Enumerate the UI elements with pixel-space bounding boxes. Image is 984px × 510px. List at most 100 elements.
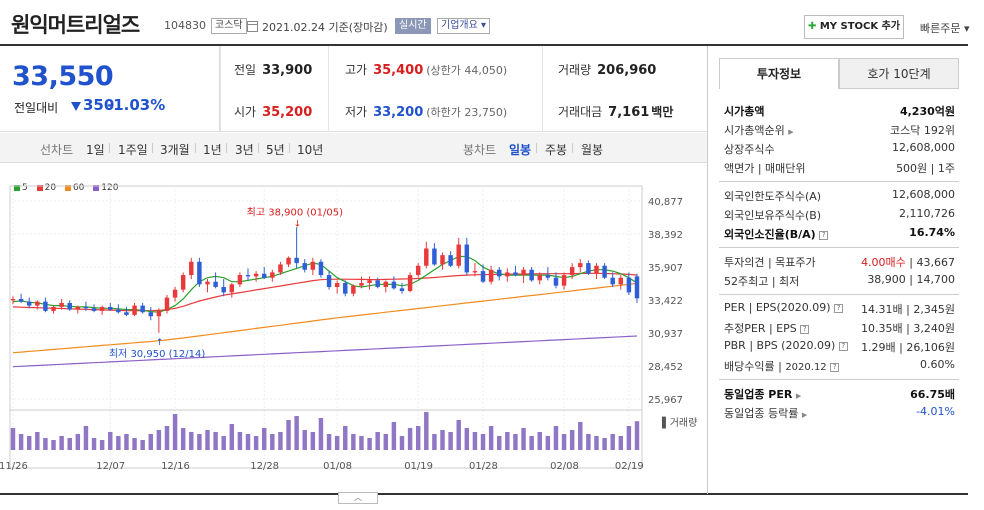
period-3y-button[interactable]: 3년 <box>235 143 254 157</box>
volume-bar <box>59 436 64 450</box>
tab-hoga-10[interactable]: 호가 10단계 <box>839 58 959 89</box>
period-1w-button[interactable]: 1주일 <box>118 143 148 157</box>
plus-icon: ✚ <box>807 21 820 32</box>
volume-bar <box>472 432 478 450</box>
realtime-button[interactable]: 실시간 <box>395 18 431 34</box>
candle-body <box>180 275 186 290</box>
period-5y-button[interactable]: 5년 <box>266 143 285 157</box>
down-arrow-icon: ↓ <box>294 219 302 229</box>
x-tick-label: 02/19 <box>615 461 644 472</box>
candle-body <box>124 312 129 315</box>
period-1y-button[interactable]: 1년 <box>203 143 222 157</box>
quick-order-button[interactable]: 빠른주문 ▾ <box>920 22 970 35</box>
candle-daily-button[interactable]: 일봉 <box>509 143 532 157</box>
volume-bar <box>602 438 607 450</box>
volume-bar <box>10 428 16 450</box>
down-triangle-icon <box>71 102 81 111</box>
tab-invest-info[interactable]: 투자정보 <box>719 58 839 89</box>
volume-bar <box>375 432 380 450</box>
chart-canvas[interactable]: 40,877 38,392 35,907 33,422 30,937 28,452 25,9… <box>0 164 707 494</box>
volume-bar <box>351 434 356 450</box>
mystock-add-button[interactable]: ✚ MY STOCK 추가 <box>804 15 904 39</box>
y-tick-label: 30,937 <box>648 329 683 340</box>
quote-volume: 거래량 206,960 <box>558 63 657 78</box>
volume-bar <box>108 432 113 450</box>
help-icon[interactable]: ? <box>838 342 848 351</box>
volume-bar <box>586 434 591 450</box>
volume-bar <box>51 440 56 450</box>
volume-bar <box>91 438 97 450</box>
info-row-industry-per[interactable]: 동일업종 PER ▶ 66.75배 <box>724 388 955 401</box>
info-row-industry-rate[interactable]: 동일업종 등락률 ▶ -4.01% <box>724 405 955 420</box>
legend-ma60: 60 <box>64 183 84 193</box>
volume-bar <box>156 430 162 450</box>
volume-bar <box>553 426 559 450</box>
volume-bar <box>407 428 413 450</box>
info-row-face-value: 액면가 | 매매단위 500원 | 1주 <box>724 162 955 175</box>
period-1d-button[interactable]: 1일 <box>86 143 105 157</box>
candle-body <box>367 280 372 284</box>
candle-body <box>99 306 105 311</box>
volume-bar <box>456 420 461 450</box>
y-tick-label: 35,907 <box>648 263 683 274</box>
help-icon[interactable]: ? <box>834 304 844 313</box>
candle-body <box>75 306 81 310</box>
period-10y-button[interactable]: 10년 <box>297 143 324 157</box>
candle-body <box>415 265 421 276</box>
candle-body <box>148 312 153 317</box>
candle-body <box>529 269 534 281</box>
volume-bar <box>116 436 121 450</box>
stock-chart[interactable]: 5 20 60 120 40,87738,39235,90733,42230,9… <box>0 164 707 510</box>
quote-prev: 전일 33,900 <box>234 63 313 78</box>
candle-monthly-button[interactable]: 월봉 <box>581 143 604 157</box>
volume-bar <box>618 436 624 450</box>
help-icon[interactable]: ? <box>830 363 840 372</box>
candle-body <box>245 275 251 277</box>
legend-ma5: 5 <box>14 183 28 193</box>
volume-bar <box>140 440 145 450</box>
info-row-dividend: 배당수익률 | 2020.12 ? 0.60% <box>724 358 955 373</box>
candle-body <box>213 281 218 288</box>
period-3m-button[interactable]: 3개월 <box>160 143 190 157</box>
company-info-button[interactable]: 기업개요 ▾ <box>437 18 490 34</box>
volume-bar <box>488 426 494 450</box>
invest-info-panel: 투자정보 호가 10단계 시가총액 4,230억원 시가총액순위 ▶ 코스닥 192… <box>707 46 968 494</box>
candle-body <box>545 275 551 278</box>
chart-toolbar: 선차트 1일 1주일 3개월 1년 3년 5년 10년 봉차트 일봉 주봉 월봉 <box>0 133 707 163</box>
volume-bar <box>561 434 567 450</box>
info-row-est-per: 추정PER | EPS ? 10.35배 | 3,240원 <box>724 322 955 335</box>
candle-body <box>602 265 607 278</box>
candle-body <box>634 276 640 299</box>
help-icon[interactable]: ? <box>800 325 810 334</box>
volume-bar <box>253 436 259 450</box>
candle-body <box>221 287 226 293</box>
candle-body <box>91 308 97 311</box>
help-icon[interactable]: ? <box>819 231 829 240</box>
x-tick-label: 12/28 <box>250 461 279 472</box>
info-row-pbr: PBR | BPS (2020.09) ? 1.29배 | 26,106원 <box>724 339 955 354</box>
header-divider <box>0 44 968 46</box>
candle-body <box>140 305 145 313</box>
candle-body <box>497 269 502 277</box>
candle-body <box>205 281 210 285</box>
info-block-market-cap: 시가총액 4,230억원 시가총액순위 ▶ 코스닥 192위 상장주식수 12,608… <box>719 101 959 422</box>
candle-body <box>472 271 478 273</box>
volume-bar <box>343 426 348 450</box>
market-badge: 코스닥 <box>211 18 247 34</box>
candle-body <box>375 280 380 288</box>
candle-body <box>464 244 470 273</box>
candle-body <box>343 283 348 294</box>
volume-bar <box>245 434 251 450</box>
info-row-opinion: 투자의견 | 목표주가 4.00매수 | 43,667 <box>724 256 955 269</box>
volume-bar <box>537 432 542 450</box>
candle-body <box>521 269 526 276</box>
high-annotation: 최고 38,900 (01/05) <box>247 206 343 218</box>
ma60-line <box>12 282 638 354</box>
candle-weekly-button[interactable]: 주봉 <box>545 143 568 157</box>
y-tick-label: 38,392 <box>648 230 683 241</box>
volume-bar <box>578 422 583 450</box>
volume-bar <box>132 438 137 450</box>
info-row-market-cap-rank[interactable]: 시가총액순위 ▶ 코스닥 192위 <box>724 124 955 137</box>
collapse-chart-button[interactable]: ︿ <box>338 492 378 504</box>
candle-body <box>610 277 615 285</box>
